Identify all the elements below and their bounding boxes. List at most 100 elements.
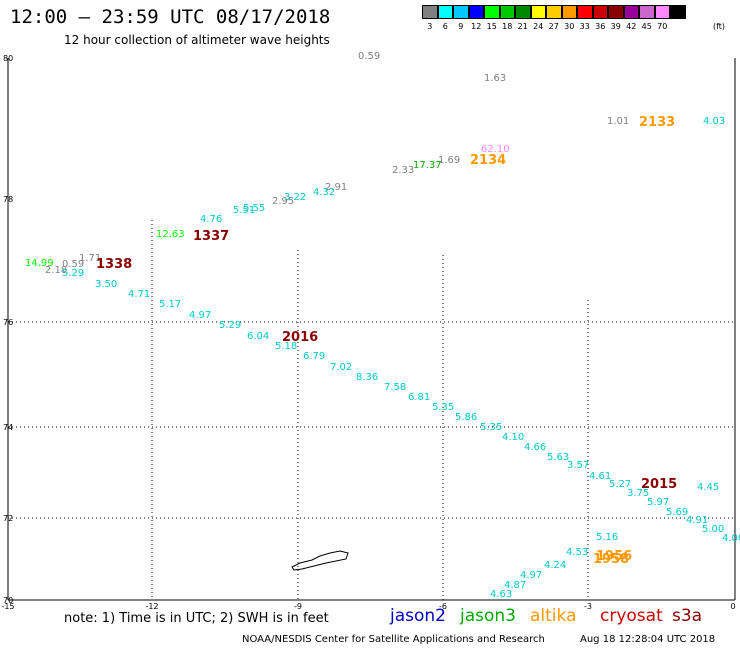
legend-swatch	[422, 5, 438, 19]
legend-swatch	[592, 5, 608, 19]
legend-swatch-label: 33	[579, 22, 590, 31]
wave-height-value: 6.81	[408, 392, 430, 403]
wave-height-value: 0.59	[62, 259, 84, 270]
satellite-label: altika	[530, 606, 577, 626]
wave-height-value: 7.02	[330, 362, 352, 373]
y-tick-label: 76	[3, 318, 13, 327]
legend-swatch-label: 18	[502, 22, 513, 31]
wave-height-value: 4.53	[566, 547, 588, 558]
footer-timestamp: Aug 18 12:28:04 UTC 2018	[580, 634, 716, 645]
wave-height-value: 5.00	[702, 524, 724, 535]
legend-swatch-label: 9	[458, 22, 464, 31]
legend-unit: (ft)	[713, 22, 726, 31]
legend-swatch-label: 27	[548, 22, 559, 31]
page-title: 12:00 – 23:59 UTC 08/17/2018	[10, 6, 331, 28]
y-tick-label: 70	[3, 596, 13, 605]
graticule	[8, 220, 735, 600]
wave-height-value: 5.97	[647, 497, 669, 508]
y-tick-label: 78	[3, 195, 13, 204]
wave-height-value: 4.61	[589, 471, 611, 482]
wave-height-value: 3.75	[627, 488, 649, 499]
wave-height-value: 0.59	[358, 51, 380, 62]
legend-swatch-label: 36	[595, 22, 606, 31]
wave-height-value: 3.22	[284, 192, 306, 203]
footer-credit: NOAA/NESDIS Center for Satellite Applica…	[242, 634, 545, 645]
legend-swatch-label: 70	[657, 22, 668, 31]
wave-height-value: 17.37	[413, 160, 442, 171]
legend-swatch	[437, 5, 453, 19]
legend-swatch-label: 42	[626, 22, 637, 31]
legend-swatch-label: 45	[641, 22, 652, 31]
wave-height-value: 4.63	[490, 589, 512, 600]
wave-height-value: 1.71	[79, 253, 101, 264]
y-tick-label: 72	[3, 514, 13, 523]
satellite-label: cryosat	[600, 606, 663, 626]
legend-swatch	[453, 5, 469, 19]
wave-height-value: 4.03	[703, 116, 725, 127]
wave-height-value: 6.79	[303, 351, 325, 362]
x-tick-label: -12	[145, 602, 158, 611]
legend-swatch	[639, 5, 655, 19]
pass-time-label: 2016	[282, 330, 318, 345]
wave-height-value: 5.29	[219, 320, 241, 331]
wave-height-value: 2.95	[272, 196, 294, 207]
wave-height-value: 4.97	[520, 570, 542, 581]
legend-swatch	[515, 5, 531, 19]
satellite-label: jason2	[390, 606, 446, 626]
legend-swatch	[499, 5, 515, 19]
wave-height-value: 8.36	[356, 372, 378, 383]
wave-height-value: 2.91	[325, 182, 347, 193]
wave-height-value: 5.29	[62, 268, 84, 279]
wave-height-value: 5.69	[666, 507, 688, 518]
wave-height-value: 4.24	[544, 560, 566, 571]
wave-height-value: 4.45	[697, 482, 719, 493]
wave-height-value: 5.35	[480, 422, 502, 433]
wave-height-value: 4.71	[128, 289, 150, 300]
wave-height-value: 2.33	[392, 165, 414, 176]
y-axis-ticks: 80 78 76 74 72 70	[3, 54, 13, 605]
legend-swatch	[577, 5, 593, 19]
wave-height-value: 5.51	[233, 205, 255, 216]
color-legend: 3 6 9 12 15 18 21 24 27 30 33 36 39 42 45 70	[422, 5, 686, 31]
legend-swatch-label: 12	[471, 22, 482, 31]
wave-height-value: 1.69	[438, 155, 460, 166]
satellite-label: s3a	[672, 606, 703, 626]
x-tick-label: 0	[730, 602, 735, 611]
wave-height-value: 1.63	[484, 73, 506, 84]
pass-time-label: 1958	[593, 552, 629, 567]
x-tick-label: -3	[584, 602, 592, 611]
legend-swatch	[484, 5, 500, 19]
wave-height-value: 4.32	[313, 187, 335, 198]
legend-swatch	[654, 5, 670, 19]
satellite-label: jason3	[460, 606, 516, 626]
wave-height-value: 4.66	[524, 442, 546, 453]
wave-height-value: 7.58	[384, 382, 406, 393]
footer-note: note: 1) Time is in UTC; 2) SWH is in fe…	[64, 611, 329, 626]
legend-swatch-label: 15	[486, 22, 497, 31]
wave-height-value: 5.18	[275, 341, 297, 352]
wave-height-value: 4.10	[502, 432, 524, 443]
wave-height-value: 1.01	[607, 116, 629, 127]
wave-height-value: 5.17	[159, 299, 181, 310]
x-tick-label: -15	[1, 602, 14, 611]
wave-height-value: 4.87	[504, 580, 526, 591]
wave-height-value: 4.00	[722, 533, 740, 544]
pass-time-label: 1956	[596, 549, 632, 564]
legend-swatch	[608, 5, 624, 19]
wave-height-value: 5.27	[609, 479, 631, 490]
wave-height-value: 5.55	[243, 203, 265, 214]
pass-time-label: 2134	[470, 153, 506, 168]
pass-time-label: 1338	[96, 257, 132, 272]
jan-mayen-island	[291, 550, 349, 571]
x-tick-label: -9	[294, 602, 302, 611]
legend-swatch	[546, 5, 562, 19]
legend-swatch	[561, 5, 577, 19]
wave-height-value: 4.76	[200, 214, 222, 225]
legend-swatch-label	[670, 22, 686, 31]
wave-height-value: 2.18	[45, 265, 67, 276]
wave-height-value: 3.57	[567, 460, 589, 471]
legend-swatch	[623, 5, 639, 19]
x-tick-label: -6	[439, 602, 447, 611]
